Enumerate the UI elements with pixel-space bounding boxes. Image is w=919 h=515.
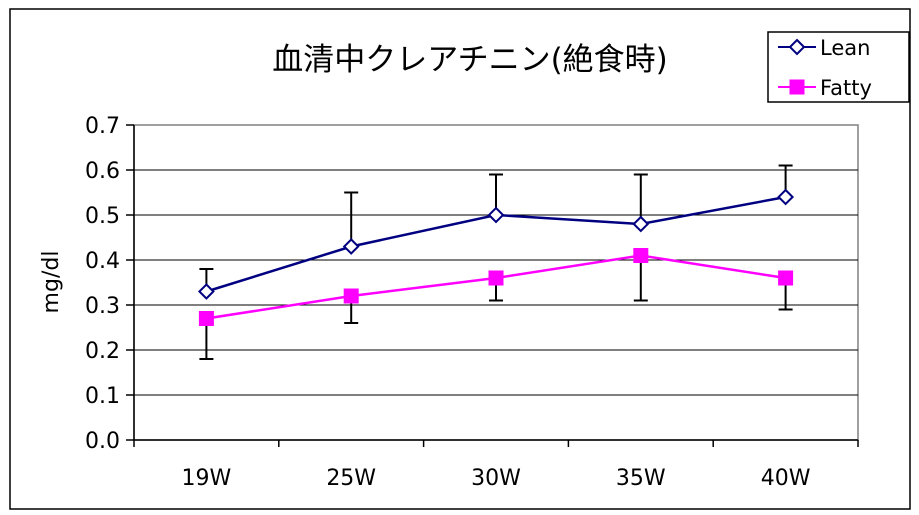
point-fatty	[343, 288, 359, 304]
point-lean	[777, 188, 795, 206]
y-tick-label: 0.6	[85, 159, 120, 184]
y-tick-label: 0.7	[85, 114, 120, 139]
chart-title: 血清中クレアチニン(絶食時)	[272, 42, 668, 78]
x-tick-label: 30W	[471, 466, 521, 491]
y-tick-label: 0.3	[85, 294, 120, 319]
x-tick-label: 25W	[326, 466, 376, 491]
legend-fatty-marker	[789, 79, 805, 95]
legend-fatty-label: Fatty	[820, 76, 872, 100]
legend-item-lean: Lean	[778, 36, 870, 60]
y-tick-label: 0.4	[85, 249, 120, 274]
point-fatty	[633, 248, 649, 263]
y-tick-label: 0.2	[85, 339, 120, 364]
legend-lean-marker	[788, 38, 806, 56]
point-fatty	[778, 270, 794, 286]
legend-item-fatty: Fatty	[778, 76, 872, 100]
y-axis-label: mg/dl	[39, 251, 64, 314]
point-lean	[342, 238, 360, 255]
x-tick-label: 40W	[761, 466, 811, 491]
series-layer	[197, 164, 795, 360]
x-tick-label: 19W	[182, 466, 232, 491]
y-tick-label: 0.1	[85, 384, 120, 409]
legend-lean-label: Lean	[820, 36, 870, 60]
point-fatty	[198, 311, 214, 326]
point-fatty	[488, 270, 504, 286]
legend-box	[767, 31, 910, 103]
point-lean	[197, 283, 215, 300]
axes: 0.0 0.1 0.2 0.3 0.4 0.5 0.6 0.7 19W 25W 30W 35W 40W	[85, 114, 859, 491]
x-tick-label: 35W	[616, 466, 666, 491]
point-lean	[632, 215, 650, 233]
point-lean	[487, 206, 505, 224]
y-tick-label: 0.0	[85, 429, 120, 454]
y-tick-label: 0.5	[85, 204, 120, 229]
